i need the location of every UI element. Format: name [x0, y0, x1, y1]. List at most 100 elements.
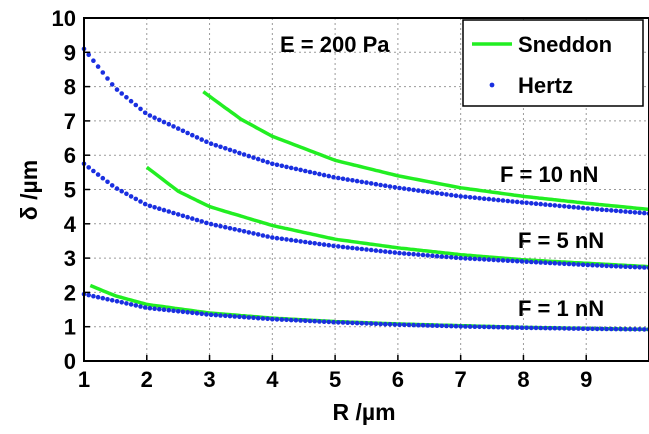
hertz-point-f10nn [486, 196, 492, 202]
hertz-point-f10nn [331, 174, 336, 180]
hertz-point-f10nn [401, 186, 407, 191]
sneddon-line-f10nn [202, 90, 649, 212]
hertz-point-f10nn [613, 208, 619, 214]
hertz-point-f10nn [227, 147, 233, 153]
hertz-point-f5nn [458, 255, 464, 261]
hertz-point-f10nn [571, 204, 576, 210]
hertz-point-f10nn [109, 82, 115, 87]
hertz-point-f10nn [543, 202, 548, 207]
hertz-point-f5nn [378, 248, 383, 254]
legend-sneddon-label: Sneddon [518, 32, 612, 57]
hertz-point-f10nn [538, 201, 543, 207]
hertz-point-f5nn [161, 207, 167, 213]
hertz-point-f10nn [180, 128, 186, 134]
hertz-point-f10nn [373, 181, 379, 187]
hertz-point-f5nn [505, 258, 511, 264]
hertz-point-f10nn [199, 137, 204, 142]
hertz-point-f5nn [467, 256, 473, 261]
hertz-point-f10nn [345, 177, 351, 182]
hertz-point-f5nn [420, 252, 426, 258]
hertz-point-f1nn [571, 326, 576, 331]
hertz-point-f1nn [590, 326, 595, 332]
hertz-point-f5nn [147, 203, 153, 209]
hertz-point-f10nn [590, 206, 595, 212]
hertz-point-f5nn [373, 248, 379, 253]
x-axis-label: R /µm [332, 399, 395, 425]
y-tick-label: 0 [64, 349, 76, 374]
hertz-point-f5nn [119, 188, 124, 194]
y-tick-label: 5 [64, 178, 76, 203]
hertz-point-f10nn [293, 166, 299, 172]
hertz-point-f1nn [114, 299, 120, 304]
y-tick-label: 3 [64, 246, 76, 271]
hertz-point-f10nn [599, 207, 605, 212]
hertz-point-f1nn [444, 323, 449, 329]
hertz-point-f1nn [86, 292, 91, 298]
hertz-point-f1nn [368, 321, 374, 326]
hertz-point-f5nn [180, 213, 186, 219]
hertz-point-f10nn [383, 183, 388, 188]
hertz-point-f10nn [138, 106, 143, 112]
hertz-point-f1nn [642, 327, 647, 332]
hertz-point-f10nn [519, 200, 525, 205]
hertz-point-f1nn [627, 326, 633, 332]
y-tick-label: 4 [64, 212, 77, 237]
hertz-point-f5nn [642, 265, 647, 270]
hertz-point-f1nn [157, 306, 162, 312]
hertz-point-f5nn [105, 179, 110, 185]
hertz-point-f10nn [166, 121, 172, 127]
hertz-point-f5nn [543, 260, 548, 266]
hertz-point-f10nn [91, 58, 96, 63]
hertz-point-f10nn [336, 175, 341, 181]
hertz-point-f1nn [411, 322, 416, 328]
hertz-point-f10nn [576, 205, 581, 210]
hertz-point-f10nn [326, 173, 332, 179]
hertz-point-f5nn [138, 199, 143, 204]
hertz-point-f5nn [91, 168, 96, 174]
hertz-point-f1nn [175, 309, 181, 314]
series-layer [81, 46, 649, 332]
hertz-point-f10nn [190, 132, 195, 138]
hertz-point-f10nn [298, 167, 303, 173]
hertz-point-f5nn [114, 186, 120, 191]
y-axis-ticks: 0 1 2 3 4 5 6 7 8 9 10 [52, 6, 90, 374]
hertz-point-f1nn [439, 323, 445, 329]
y-tick-label: 10 [52, 6, 76, 31]
hertz-point-f1nn [279, 317, 285, 322]
hertz-point-f5nn [336, 244, 341, 249]
hertz-point-f1nn [336, 320, 341, 325]
hertz-point-f10nn [152, 115, 157, 120]
hertz-point-f1nn [227, 313, 233, 319]
hertz-point-f1nn [486, 324, 492, 330]
hertz-point-f1nn [298, 318, 303, 323]
hertz-point-f10nn [303, 168, 308, 174]
hertz-point-f1nn [345, 320, 351, 326]
hertz-point-f1nn [496, 324, 501, 330]
hertz-point-f5nn [481, 257, 487, 262]
hertz-point-f1nn [500, 325, 506, 330]
hertz-point-f1nn [557, 326, 562, 331]
hertz-point-f10nn [496, 197, 501, 203]
hertz-point-f1nn [364, 321, 369, 326]
annotation-f1: F = 1 nN [518, 296, 604, 321]
hertz-point-f1nn [618, 326, 623, 332]
hertz-point-f1nn [609, 326, 614, 332]
hertz-point-f10nn [128, 98, 134, 104]
hertz-point-f1nn [533, 325, 539, 331]
hertz-point-f5nn [491, 257, 496, 263]
hertz-point-f10nn [100, 70, 106, 75]
hertz-point-f5nn [190, 216, 195, 221]
legend: Sneddon Hertz [462, 19, 644, 107]
x-tick-label: 6 [392, 367, 404, 392]
hertz-point-f10nn [552, 203, 558, 208]
hertz-point-f1nn [510, 325, 515, 330]
hertz-point-f5nn [397, 250, 402, 256]
hertz-point-f1nn [406, 322, 412, 328]
hertz-point-f5nn [524, 259, 529, 265]
hertz-point-f5nn [109, 183, 115, 188]
hertz-point-f10nn [255, 156, 261, 162]
hertz-point-f1nn [270, 316, 275, 322]
hertz-point-f5nn [604, 263, 609, 269]
hertz-point-f10nn [161, 119, 167, 125]
hertz-point-f5nn [618, 264, 623, 269]
